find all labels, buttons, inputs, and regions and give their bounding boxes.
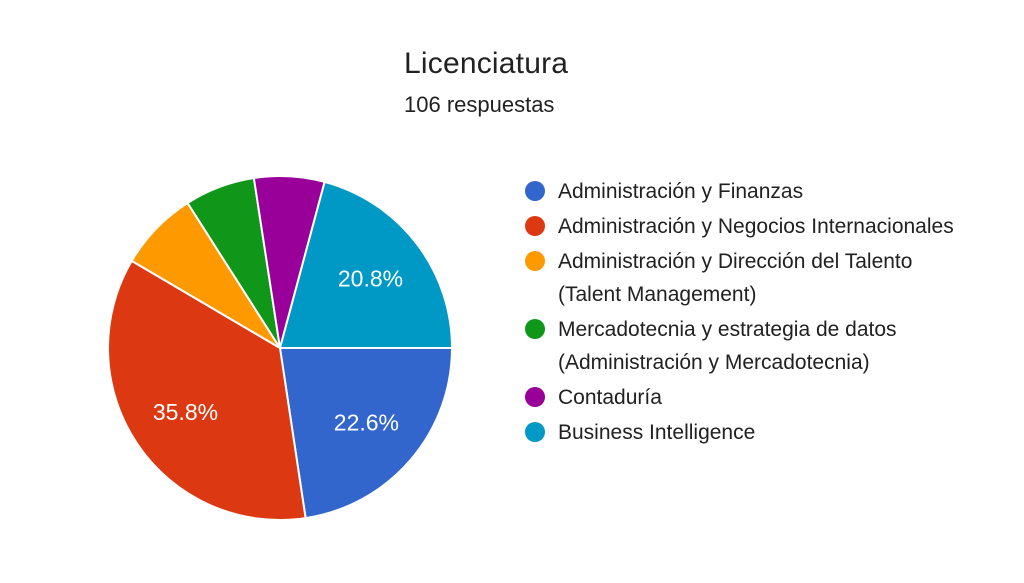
legend-item-label: Administración y Negocios Internacionale… bbox=[558, 215, 954, 238]
legend-color-dot bbox=[525, 319, 545, 339]
legend-item: Administración y Negocios Internacionale… bbox=[525, 210, 957, 243]
pie-chart: 22.6% 35.8% 20.8% bbox=[107, 175, 453, 521]
pie-slice-percent-label: 20.8% bbox=[338, 266, 403, 292]
legend-item-label: Administración y Dirección del Talento (… bbox=[558, 250, 913, 306]
legend: Administración y Finanzas Administración… bbox=[525, 175, 957, 451]
pie-slice-percent-label: 35.8% bbox=[153, 399, 218, 425]
legend-color-dot bbox=[525, 216, 545, 236]
pie-slice bbox=[107, 259, 307, 521]
legend-item-label: Business Intelligence bbox=[558, 421, 756, 444]
legend-color-dot bbox=[525, 387, 545, 407]
pie-slice bbox=[279, 347, 453, 520]
legend-item-label: Mercadotecnia y estrategia de datos (Adm… bbox=[558, 318, 897, 374]
legend-color-dot bbox=[525, 181, 545, 201]
legend-color-dot bbox=[525, 422, 545, 442]
legend-item: Administración y Dirección del Talento (… bbox=[525, 245, 957, 311]
chart-title: Licenciatura bbox=[404, 47, 569, 80]
response-count: 106 respuestas bbox=[404, 92, 555, 117]
pie-slice bbox=[279, 180, 453, 349]
legend-item-label: Contaduría bbox=[558, 386, 662, 409]
legend-color-dot bbox=[525, 251, 545, 271]
legend-item: Administración y Finanzas bbox=[525, 175, 957, 208]
legend-item: Business Intelligence bbox=[525, 416, 957, 449]
legend-item-label: Administración y Finanzas bbox=[558, 180, 804, 203]
legend-item: Mercadotecnia y estrategia de datos (Adm… bbox=[525, 313, 957, 379]
legend-item: Contaduría bbox=[525, 381, 957, 414]
pie-slice-percent-label: 22.6% bbox=[334, 409, 399, 435]
